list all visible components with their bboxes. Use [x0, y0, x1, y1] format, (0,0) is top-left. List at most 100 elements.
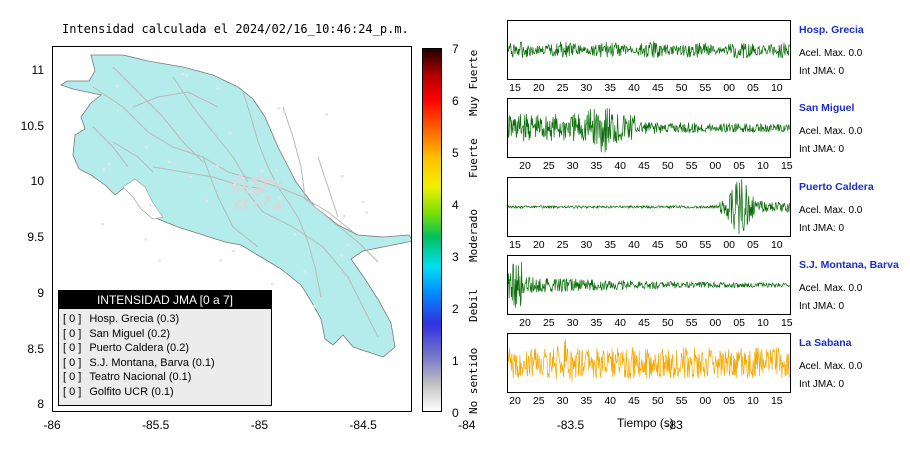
waveform-time-tick: 10: [757, 317, 769, 329]
waveform-time-tick: 55: [699, 82, 712, 94]
town-marker: [325, 113, 328, 116]
town-marker: [278, 181, 282, 185]
waveform-time-tick: 05: [747, 239, 759, 251]
road-line: [277, 186, 322, 298]
town-marker: [237, 182, 241, 186]
town-marker: [273, 205, 277, 209]
road-line: [92, 126, 129, 168]
waveform-time-tick: 05: [723, 395, 736, 407]
town-marker: [231, 199, 235, 203]
legend-item: [ 0 ] San Miguel (0.2): [59, 327, 271, 342]
waveform-time-tick: 40: [614, 317, 627, 329]
map-x-tick: -83.5: [556, 418, 585, 432]
town-marker: [102, 168, 106, 171]
map-x-tick: -86: [43, 418, 61, 432]
town-marker: [282, 110, 286, 114]
waveform-time-tick: 45: [638, 160, 650, 172]
town-marker: [251, 178, 255, 182]
waveform-time-tick: 45: [651, 82, 664, 94]
town-marker: [144, 237, 147, 241]
town-marker: [239, 206, 243, 210]
waveform-time-tick: 50: [661, 160, 674, 172]
waveform-line: [508, 261, 790, 308]
waveform-plot[interactable]: [507, 177, 791, 237]
legend-title: INTENSIDAD JMA [0 a 7]: [59, 291, 271, 309]
waveform-line: [508, 178, 790, 235]
town-marker: [233, 182, 237, 185]
town-marker: [252, 190, 256, 194]
town-marker: [278, 185, 282, 189]
waveform-time-tick: 30: [580, 239, 593, 251]
waveform-time-tick: 35: [590, 317, 603, 329]
town-marker: [264, 202, 268, 206]
road-line: [302, 196, 379, 263]
legend-item-box: [ 0 ]: [63, 356, 82, 369]
waveform-time-tick: 40: [604, 395, 617, 407]
town-marker: [234, 186, 238, 190]
waveform-time-ticks: 15 20 25 30 35 40 45 50 55 00 05 10: [507, 239, 791, 253]
waveform-plot[interactable]: [507, 98, 791, 158]
colorbar-tick: 5: [452, 146, 459, 160]
station-name: S.J. Montana, Barva: [799, 259, 899, 271]
colorbar-tick: 7: [452, 42, 459, 56]
station-name: Hosp. Grecia: [799, 24, 864, 36]
waveform-time-tick: 15: [509, 239, 521, 251]
town-marker: [235, 175, 239, 179]
waveform-time-tick: 00: [709, 317, 722, 329]
colorbar-tick: 6: [452, 94, 459, 108]
town-marker: [278, 196, 281, 200]
town-marker: [244, 182, 248, 186]
town-marker: [303, 270, 306, 273]
waveform-plot[interactable]: [507, 255, 791, 315]
town-marker: [145, 146, 148, 149]
waveform-plot[interactable]: [507, 20, 791, 80]
town-marker: [228, 132, 232, 135]
waveform-line: [508, 339, 790, 382]
waveform-time-tick: 25: [556, 239, 569, 251]
map-title: Intensidad calculada el 2024/02/16_10:46…: [62, 22, 409, 36]
town-marker: [244, 205, 248, 209]
town-marker: [244, 199, 248, 203]
town-marker: [219, 259, 222, 262]
legend-item-station: Hosp. Grecia (0.3): [89, 313, 180, 325]
town-marker: [268, 179, 272, 183]
colorbar-tick: 2: [452, 302, 459, 316]
town-marker: [116, 109, 120, 112]
map-y-tick: 9: [37, 285, 44, 300]
waveform-plot[interactable]: [507, 333, 791, 393]
town-marker: [273, 179, 277, 183]
town-marker: [277, 202, 281, 206]
waveform-time-tick: 25: [542, 317, 555, 329]
town-marker: [343, 214, 346, 218]
legend-item: [ 0 ] Teatro Nacional (0.1): [59, 370, 271, 385]
waveform-time-tick: 15: [770, 395, 783, 407]
town-marker: [277, 206, 281, 210]
town-marker: [244, 190, 248, 194]
road-line: [317, 156, 339, 218]
town-marker: [270, 179, 274, 183]
colorbar-tick: 0: [452, 406, 459, 420]
waveform-time-tick: 40: [628, 239, 640, 251]
waveform-time-tick: 40: [628, 82, 640, 94]
waveform-trace: [508, 339, 790, 382]
colorbar-label: Fuerte: [467, 138, 480, 178]
legend-item-box: [ 0 ]: [63, 342, 82, 354]
waveform-time-tick: 10: [747, 395, 759, 407]
town-marker: [251, 192, 255, 196]
waveform-time-tick: 35: [604, 239, 617, 251]
station-name: La Sabana: [799, 337, 852, 349]
waveform-time-tick: 55: [699, 239, 712, 251]
road-line: [152, 166, 264, 190]
town-marker: [116, 84, 119, 88]
road-line: [132, 91, 219, 108]
map-y-tick: 10: [30, 174, 44, 189]
waveform-time-tick: 05: [747, 82, 759, 94]
station-name: San Miguel: [799, 102, 855, 114]
legend-item-box: [ 0 ]: [63, 385, 82, 398]
town-marker: [216, 165, 219, 168]
town-marker: [239, 175, 243, 179]
town-marker: [101, 223, 104, 226]
map-y-tick: 9.5: [27, 230, 44, 245]
waveform-time-ticks: 20 25 30 35 40 45 50 55 00 05 10 15: [507, 395, 791, 409]
town-marker: [231, 186, 235, 190]
